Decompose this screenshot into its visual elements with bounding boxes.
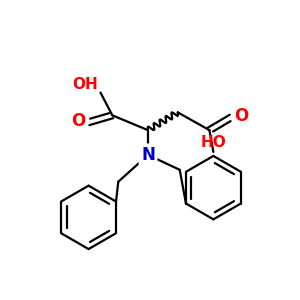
Text: HO: HO (200, 135, 226, 150)
Text: O: O (71, 112, 85, 130)
Text: O: O (234, 107, 248, 125)
Text: OH: OH (73, 76, 98, 92)
Text: N: N (141, 146, 155, 164)
